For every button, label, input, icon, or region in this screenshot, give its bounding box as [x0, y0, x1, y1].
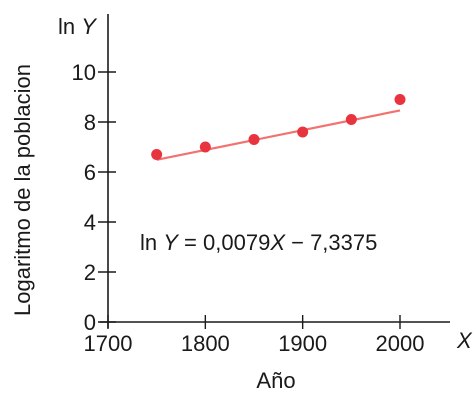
regression-equation: ln Y = 0,0079X − 7,3375: [140, 230, 377, 255]
equation-suffix: − 7,3375: [285, 230, 377, 255]
x-tick-label: 2000: [376, 331, 425, 356]
x-tick-label: 1900: [278, 331, 327, 356]
regression-line: [156, 109, 401, 161]
x-tick-label: 1800: [181, 331, 230, 356]
equation-var-x: X: [269, 230, 286, 255]
y-axis-title: Logaritmo de la poblacion: [10, 64, 35, 316]
data-point: [248, 134, 260, 145]
y-tick-label: 8: [84, 110, 96, 135]
equation-middle: = 0,0079: [178, 230, 270, 255]
data-point: [151, 149, 163, 160]
y-axis-symbol: ln Y: [58, 14, 97, 39]
y-tick-label: 10: [72, 60, 96, 85]
equation-var-y: Y: [163, 230, 179, 255]
equation-prefix: ln: [140, 230, 163, 255]
x-axis-title: Año: [256, 368, 295, 393]
points-layer: [151, 94, 406, 160]
y-axis-symbol-var: Y: [81, 14, 97, 39]
x-axis-symbol: X: [456, 328, 473, 353]
data-point: [345, 114, 357, 125]
y-axis-symbol-prefix: ln: [58, 14, 81, 39]
y-tick-label: 2: [84, 260, 96, 285]
x-tick-label: 1700: [84, 331, 133, 356]
y-tick-label: 6: [84, 160, 96, 185]
fit-layer: [156, 109, 401, 161]
y-tick-label: 0: [84, 310, 96, 335]
ticks-layer: 0 2 4 6 8 10 1700 1800 1900 2000: [72, 60, 425, 356]
axes-layer: [100, 14, 450, 328]
data-point: [297, 126, 309, 138]
data-point: [394, 94, 406, 105]
data-point: [199, 141, 211, 153]
y-tick-label: 4: [84, 210, 96, 235]
